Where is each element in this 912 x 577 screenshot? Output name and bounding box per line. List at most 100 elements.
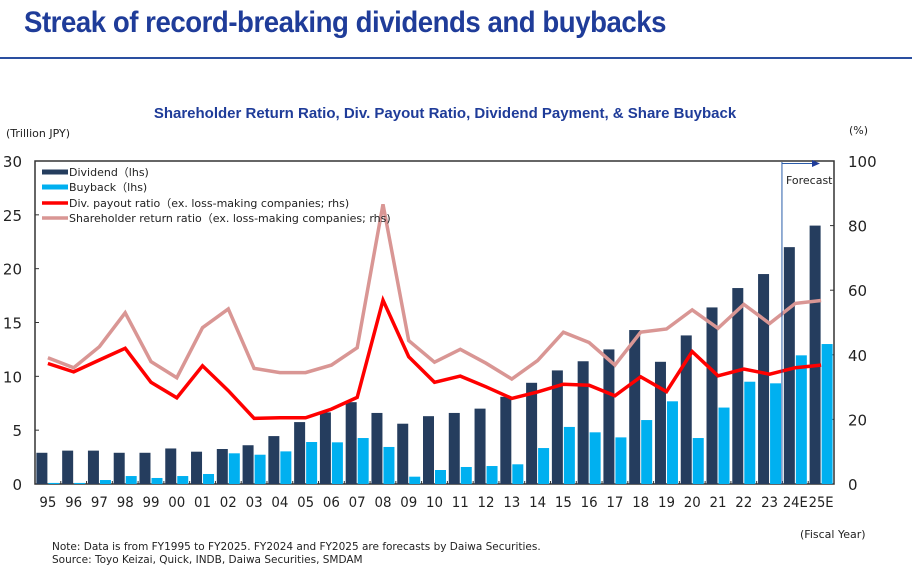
dividend-bar	[603, 349, 615, 484]
dividend-bar	[809, 225, 821, 484]
buyback-bar	[203, 473, 215, 484]
dividend-bar	[474, 408, 486, 484]
dividend-bar	[577, 361, 589, 484]
dividend-bar	[165, 448, 177, 484]
chart-note: Note: Data is from FY1995 to FY2025. FY2…	[52, 541, 541, 553]
buyback-bar	[615, 437, 627, 484]
buyback-bar	[74, 482, 86, 484]
buyback-bar	[228, 453, 240, 484]
payout-ratio-line	[47, 295, 822, 421]
x-tick-label: 00	[168, 495, 185, 511]
buyback-bar	[254, 454, 266, 484]
dividend-bar	[294, 422, 306, 484]
dividend-bar	[732, 288, 744, 484]
buyback-bar	[177, 476, 189, 484]
dividend-bar	[139, 452, 151, 484]
dividend-bar	[397, 423, 409, 484]
x-axis-label: (Fiscal Year)	[800, 528, 866, 541]
x-tick-label: 02	[220, 495, 237, 511]
buyback-bar	[409, 476, 421, 484]
buyback-bar	[589, 432, 601, 484]
dividend-bar	[629, 330, 641, 484]
buyback-bar	[99, 480, 111, 484]
x-tick-label: 99	[142, 495, 159, 511]
left-tick-label: 25	[3, 207, 22, 225]
legend-label: Shareholder return ratio（ex. loss-making…	[69, 212, 391, 225]
buyback-bar	[486, 466, 498, 484]
x-tick-label: 25E	[809, 495, 834, 511]
legend-label: Dividend（lhs)	[69, 166, 149, 179]
x-tick-label: 19	[658, 495, 675, 511]
buyback-bar	[770, 383, 782, 484]
dividend-bar	[216, 449, 228, 484]
x-tick-label: 22	[735, 495, 752, 511]
chart-source: Source: Toyo Keizai, Quick, INDB, Daiwa …	[52, 554, 363, 566]
dividend-bar	[242, 445, 254, 484]
page-title: Streak of record-breaking dividends and …	[24, 6, 667, 39]
buyback-bar	[821, 344, 833, 484]
dividend-bar	[268, 436, 280, 484]
buyback-bar	[641, 420, 653, 484]
forecast-label: Forecast	[786, 174, 833, 187]
buyback-bar	[331, 442, 343, 484]
right-tick-label: 100	[848, 153, 877, 171]
x-tick-label: 97	[91, 495, 108, 511]
right-tick-label: 60	[848, 282, 867, 300]
buyback-bar	[795, 355, 807, 484]
buyback-bar	[744, 381, 756, 484]
dividend-bar	[62, 450, 74, 484]
x-tick-label: 20	[684, 495, 701, 511]
x-tick-label: 10	[426, 495, 443, 511]
dividend-bar	[448, 412, 460, 484]
dividend-bar	[345, 402, 357, 484]
x-tick-label: 16	[581, 495, 598, 511]
left-tick-label: 15	[3, 315, 22, 333]
buyback-bar	[306, 442, 318, 484]
dividend-bar	[319, 412, 331, 484]
buyback-bar	[563, 426, 575, 484]
x-tick-label: 14	[529, 495, 546, 511]
buyback-bar	[538, 448, 550, 484]
buyback-bar	[435, 470, 446, 484]
x-tick-label: 17	[606, 495, 623, 511]
x-tick-label: 12	[478, 495, 495, 511]
buyback-bar	[718, 407, 730, 484]
x-tick-label: 95	[39, 495, 56, 511]
left-tick-label: 30	[3, 153, 22, 171]
left-axis-unit: (Trillion JPY)	[6, 127, 70, 140]
buyback-bar	[460, 466, 472, 484]
left-tick-label: 5	[12, 422, 22, 440]
buyback-bar	[280, 451, 292, 484]
x-tick-label: 21	[710, 495, 727, 511]
dividend-bar	[758, 274, 770, 484]
x-tick-label: 03	[246, 495, 263, 511]
dividend-bar	[191, 451, 203, 484]
x-tick-label: 13	[503, 495, 520, 511]
chart-title: Shareholder Return Ratio, Div. Payout Ra…	[153, 105, 737, 122]
buyback-bar	[357, 438, 369, 484]
left-tick-label: 20	[3, 261, 22, 279]
legend-label: Div. payout ratio（ex. loss-making compan…	[69, 197, 349, 210]
x-tick-label: 04	[271, 495, 288, 511]
dividend-bar	[783, 247, 795, 484]
dividend-bar	[113, 452, 125, 484]
x-tick-label: 23	[761, 495, 778, 511]
dividend-bar	[423, 416, 434, 484]
dividend-bar	[526, 382, 538, 484]
right-tick-label: 20	[848, 411, 867, 429]
x-tick-label: 06	[323, 495, 340, 511]
dividend-bar	[87, 450, 99, 484]
right-tick-label: 40	[848, 347, 867, 365]
x-tick-label: 11	[452, 495, 469, 511]
dividend-bar	[706, 307, 718, 484]
x-tick-label: 08	[374, 495, 391, 511]
return-ratio-line	[47, 203, 822, 382]
left-tick-label: 10	[3, 368, 22, 386]
dividend-bar	[654, 361, 666, 484]
right-axis-unit: (%)	[849, 124, 869, 137]
right-tick-label: 80	[848, 218, 867, 236]
x-tick-label: 01	[194, 495, 211, 511]
x-tick-label: 07	[349, 495, 366, 511]
title-divider	[0, 57, 912, 59]
